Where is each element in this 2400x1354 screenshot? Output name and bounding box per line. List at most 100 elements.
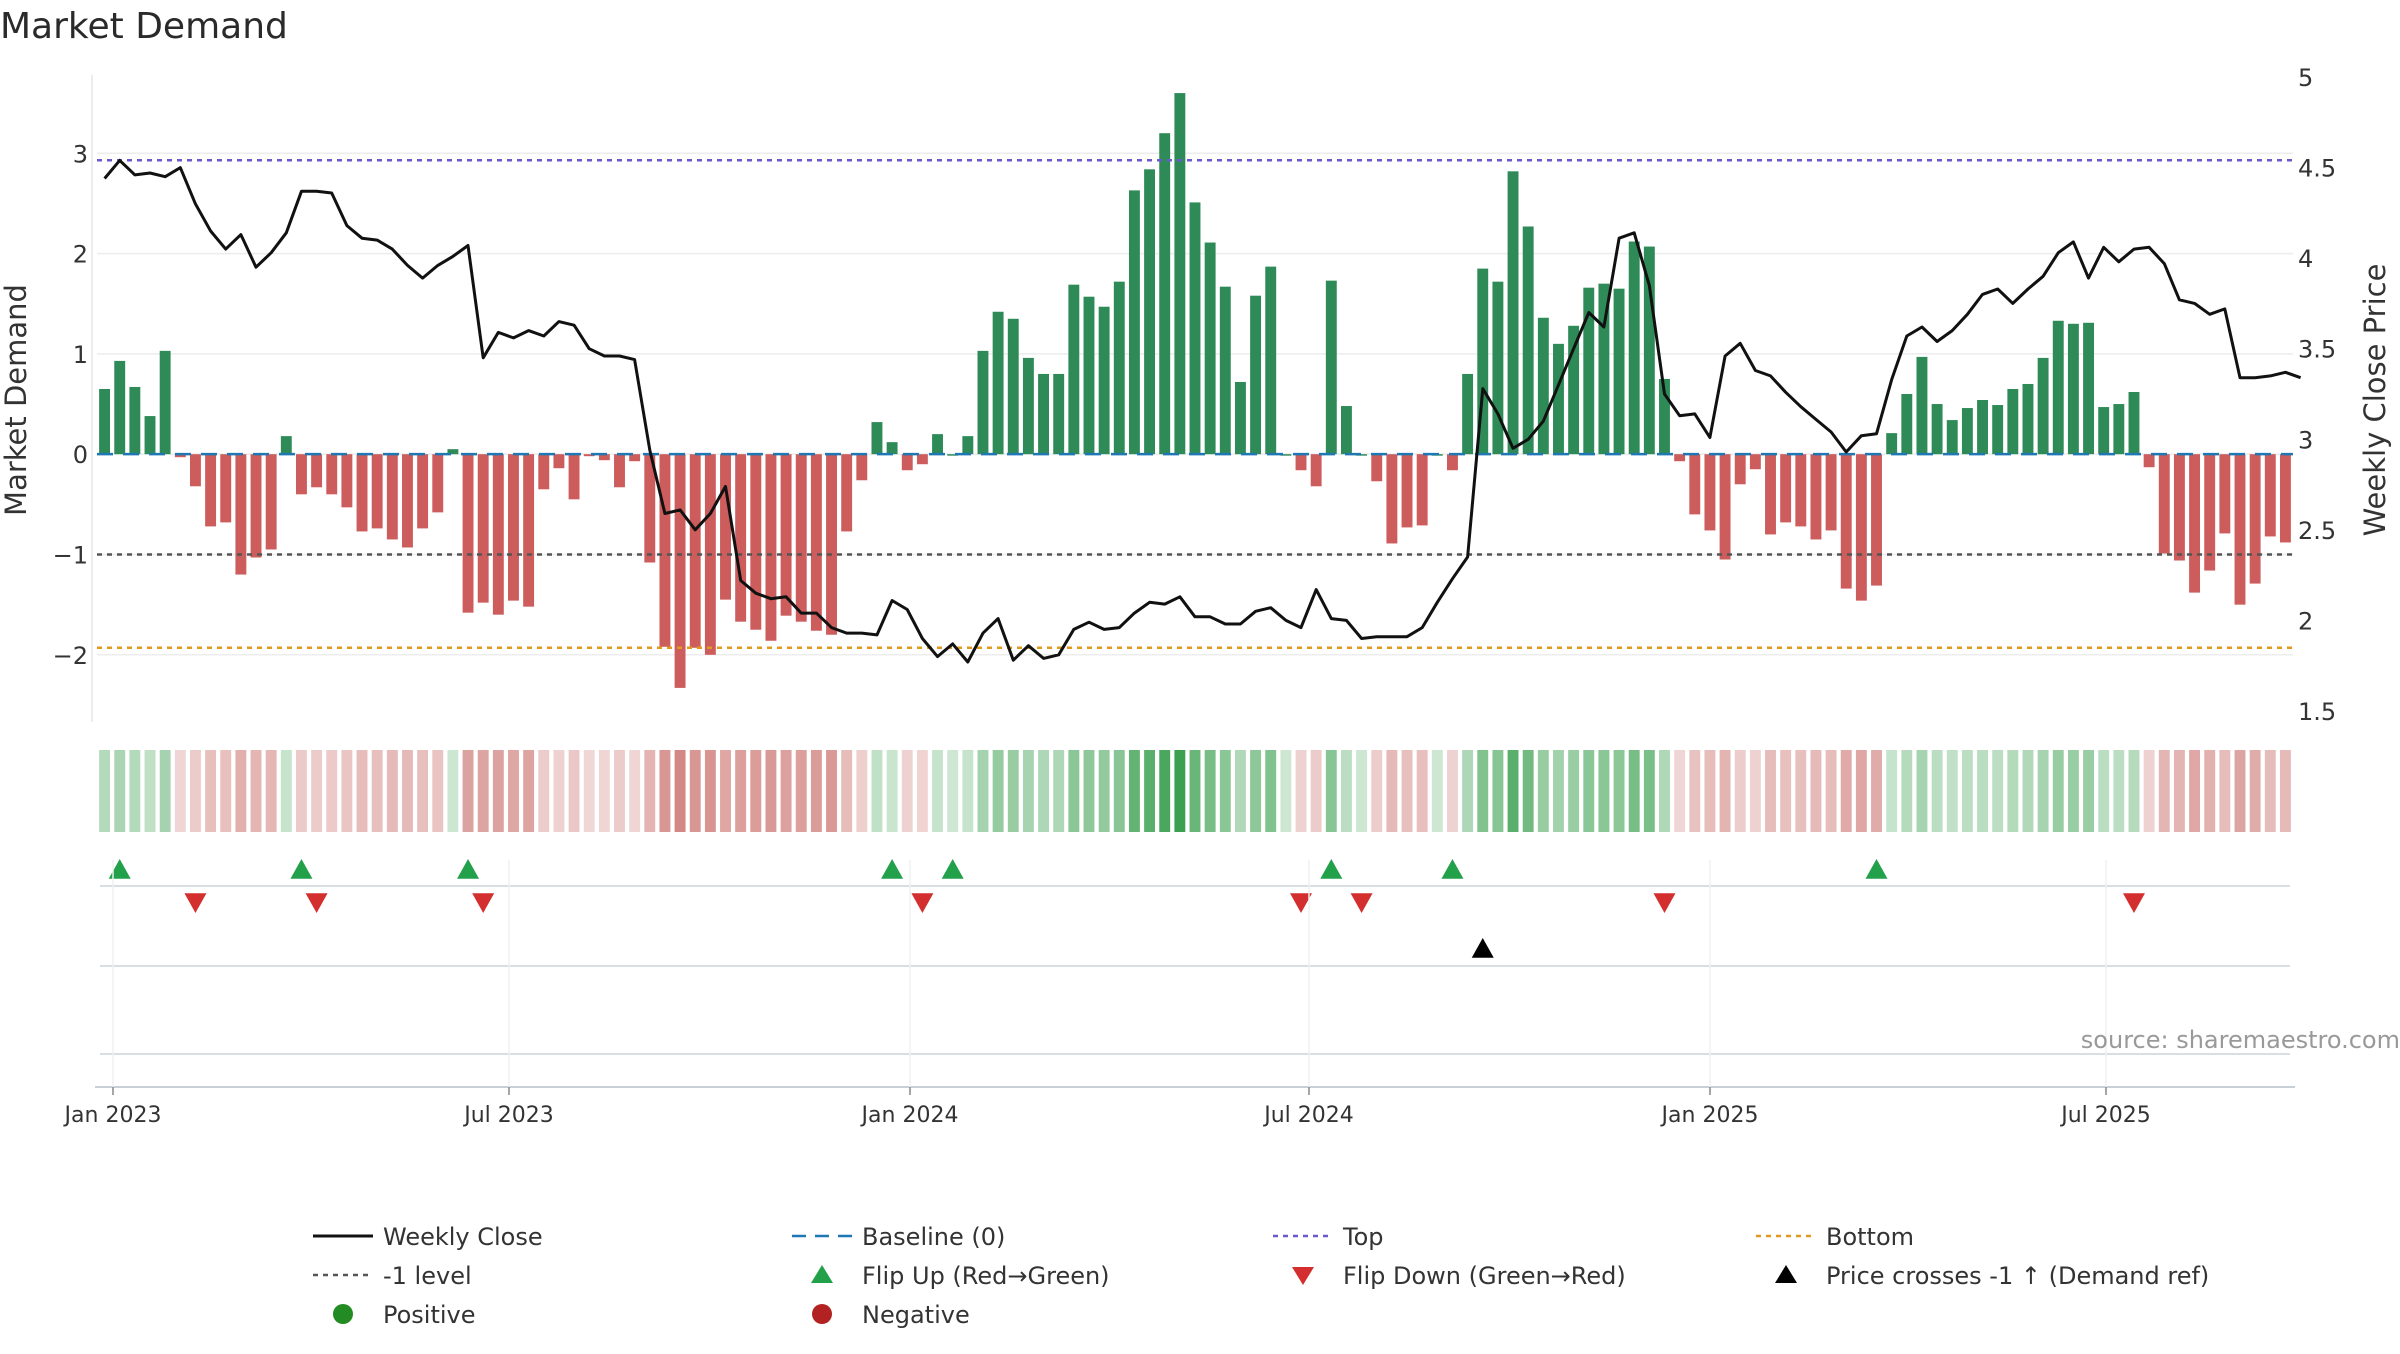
demand-bar <box>932 434 943 455</box>
heat-cell <box>1416 750 1428 832</box>
heat-cell <box>704 750 716 832</box>
demand-bar <box>2158 454 2170 554</box>
demand-bar <box>992 311 1004 455</box>
heat-cell <box>583 750 595 832</box>
demand-bar <box>553 454 565 469</box>
legend-price-cross-swatch <box>1775 1265 1797 1283</box>
heat-cell <box>2113 750 2125 832</box>
heat-cell <box>750 750 762 832</box>
demand-bar <box>629 454 641 462</box>
demand-bar <box>1961 408 1973 455</box>
demand-bar <box>1371 454 1383 482</box>
heat-cell <box>2158 750 2170 832</box>
demand-bar <box>977 350 989 455</box>
heat-cell <box>1295 750 1307 832</box>
demand-bar <box>265 454 277 550</box>
legend-negative-swatch <box>812 1304 832 1324</box>
demand-bar <box>2083 322 2094 455</box>
weekly-close-line <box>103 158 2302 664</box>
legend-top-label: Top <box>1342 1223 1384 1251</box>
axes: −2 −1 0 1 2 3 1.5 2 2.5 3 3.5 4 4.5 5 <box>53 64 2337 726</box>
demand-bar <box>144 416 156 455</box>
x-axis: Jan 2023 Jul 2023 Jan 2024 Jul 2024 Jan 2025… <box>63 860 2295 1128</box>
heat-cell <box>659 750 671 832</box>
heat-cell <box>1749 750 1761 832</box>
demand-bar <box>1159 133 1171 455</box>
legend-baseline-label: Baseline (0) <box>862 1223 1005 1251</box>
y-left-tick-label: 3 <box>73 140 88 168</box>
heat-cell <box>1386 750 1398 832</box>
demand-bar <box>508 454 519 601</box>
demand-bar <box>1840 454 1852 589</box>
flip-up-marker <box>108 859 131 879</box>
heat-cell <box>1234 750 1246 832</box>
heat-cell <box>114 750 126 832</box>
heat-cell <box>1568 750 1580 832</box>
demand-bar <box>856 454 868 481</box>
flip-up-marker <box>941 859 964 879</box>
y-left-tick-label: 0 <box>73 441 88 469</box>
demand-bar <box>2113 404 2125 455</box>
demand-bar <box>735 454 747 622</box>
demand-bar <box>1992 405 2004 455</box>
demand-bar <box>916 454 928 465</box>
y-right-tick-label: 2 <box>2298 607 2313 635</box>
heat-cell <box>1613 750 1625 832</box>
heat-cell <box>780 750 792 832</box>
flip-down-marker <box>472 893 495 913</box>
x-tick-label: Jan 2023 <box>63 1103 162 1128</box>
heat-cell <box>1310 750 1322 832</box>
heat-cell <box>553 750 565 832</box>
demand-bar <box>1234 381 1246 455</box>
heat-cell <box>1522 750 1534 832</box>
heat-cell <box>1265 750 1277 832</box>
demand-bars <box>99 93 2291 688</box>
heat-cell <box>1431 750 1443 832</box>
heat-cell <box>1553 750 1564 832</box>
heat-cell <box>1022 750 1034 832</box>
heat-cell <box>2052 750 2064 832</box>
heat-cell <box>614 750 625 832</box>
flip-down-marker <box>305 893 328 913</box>
heat-cell <box>1825 750 1837 832</box>
heat-cell <box>1174 750 1186 832</box>
heat-cell <box>1007 750 1019 832</box>
demand-bar <box>477 454 489 603</box>
signal-markers <box>100 859 2290 1055</box>
demand-bar <box>1795 454 1807 527</box>
heat-cell <box>689 750 701 832</box>
demand-bar <box>174 454 186 458</box>
heat-cell <box>1992 750 2004 832</box>
heat-cell <box>735 750 747 832</box>
demand-bar <box>2007 388 2019 455</box>
heat-cell <box>1916 750 1928 832</box>
demand-bar <box>841 454 853 532</box>
heat-cell <box>992 750 1004 832</box>
heat-cell <box>1371 750 1383 832</box>
demand-bar <box>296 454 307 495</box>
demand-bar <box>1113 281 1125 455</box>
heat-cell <box>2022 750 2034 832</box>
demand-bar <box>1265 266 1277 455</box>
flip-down-marker <box>1290 893 1313 913</box>
x-tick-label: Jan 2024 <box>860 1103 959 1128</box>
demand-bar <box>568 454 580 500</box>
demand-bar <box>371 454 383 529</box>
heat-cell <box>174 750 186 832</box>
flip-up-marker <box>1441 859 1464 879</box>
demand-bar <box>901 454 913 471</box>
demand-bar <box>795 454 807 622</box>
demand-bar <box>2022 383 2034 455</box>
flip-down-marker <box>1350 893 1373 913</box>
flip-up-marker <box>1865 859 1888 879</box>
heat-cell <box>1704 750 1716 832</box>
demand-bar <box>1704 454 1716 531</box>
heat-cell <box>538 750 550 832</box>
demand-bar <box>1825 454 1837 531</box>
flip-down-marker <box>1653 893 1676 913</box>
demand-bar <box>1749 454 1761 470</box>
demand-bar <box>1219 286 1231 455</box>
flip-up-marker <box>457 859 480 879</box>
heat-cell <box>386 750 398 832</box>
